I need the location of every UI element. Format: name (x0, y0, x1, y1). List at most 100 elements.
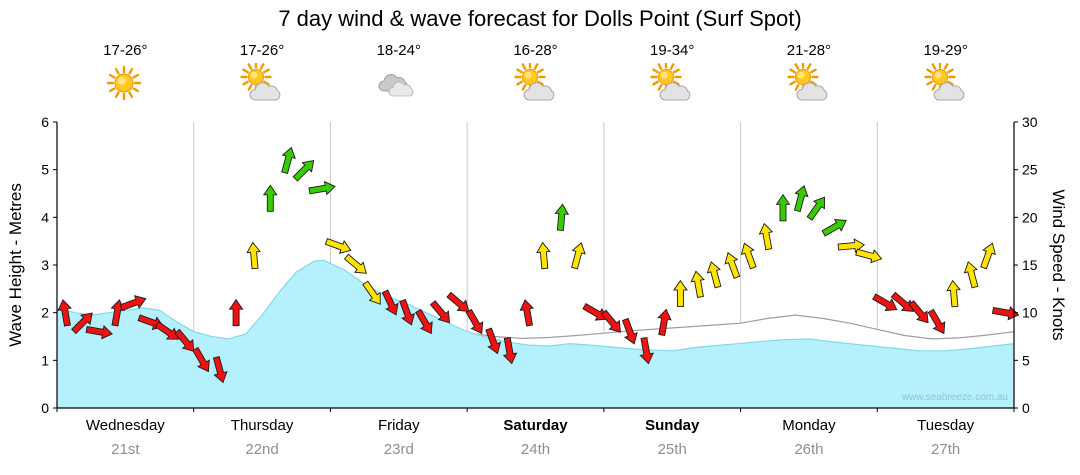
day-name-label: Thursday (230, 417, 294, 434)
left-axis-title: Wave Height - Metres (6, 183, 25, 347)
day-date-label: 27th (931, 441, 961, 458)
day-date-label: 22nd (245, 441, 279, 458)
wind-arrow (292, 159, 315, 182)
wind-arrow (673, 279, 688, 308)
wind-arrow (536, 241, 551, 270)
wave-height-line (56, 259, 1015, 352)
wind-arrow (429, 300, 451, 324)
left-tick-label: 2 (41, 305, 49, 321)
temperature-range: 17-26° (103, 42, 148, 59)
day-date-label: 21st (111, 441, 140, 458)
wind-arrow (519, 299, 535, 327)
wind-arrow (246, 241, 261, 270)
day-header-monday: 21-28° (754, 42, 864, 107)
watermark: www.seabreeze.com.au (901, 392, 1008, 403)
left-tick-label: 4 (41, 209, 49, 225)
wind-arrow (946, 279, 961, 308)
day-header-friday: 18-24° (344, 42, 454, 107)
day-name-label: Saturday (503, 417, 568, 434)
wind-arrow (639, 336, 654, 365)
day-date-label: 25th (657, 441, 687, 458)
wind-arrow (192, 346, 210, 373)
wind-arrow (212, 356, 228, 384)
weather-icon-sun-cloud (207, 61, 317, 107)
day-name-label: Wednesday (85, 417, 165, 434)
wind-arrow (724, 252, 741, 279)
right-tick-label: 25 (1022, 162, 1038, 178)
temperature-range: 21-28° (786, 42, 832, 59)
left-tick-label: 0 (41, 400, 49, 416)
temperature-range: 19-29° (923, 42, 968, 59)
weather-icon-cloud (344, 63, 454, 107)
wind-arrow (57, 299, 72, 327)
day-header-wednesday: 17-26° (70, 42, 180, 107)
wind-arrow (837, 238, 866, 253)
left-tick-label: 1 (41, 352, 49, 368)
temperature-range: 18-24° (376, 42, 421, 59)
wind-arrow (980, 242, 996, 270)
day-name-label: Tuesday (917, 417, 975, 434)
wind-arrow (465, 308, 484, 335)
wind-arrow (908, 300, 929, 324)
wave-height-area (57, 260, 1014, 408)
wind-arrow (571, 242, 586, 270)
left-tick-label: 3 (41, 257, 49, 273)
wind-arrow (262, 184, 278, 212)
day-name-label: Sunday (645, 417, 700, 434)
wind-arrow (758, 222, 774, 251)
wind-arrow (174, 328, 195, 352)
wind-arrow (399, 298, 415, 326)
wind-arrow (415, 308, 433, 335)
wind-arrow (690, 270, 705, 298)
wind-arrow (343, 253, 367, 274)
wind-arrow (855, 248, 883, 264)
wind-arrow (991, 305, 1020, 321)
day-date-label: 24th (520, 441, 551, 458)
day-header-tuesday: 19-29° (891, 42, 1001, 107)
day-date-label: 26th (794, 441, 824, 458)
wind-arrow (872, 293, 898, 311)
wind-arrow (381, 289, 399, 316)
right-tick-label: 10 (1022, 305, 1038, 321)
wind-arrow (485, 327, 502, 355)
wind-arrow (228, 298, 244, 327)
wind-arrow (706, 261, 722, 289)
left-tick-label: 5 (41, 162, 49, 178)
wind-arrow (657, 308, 672, 337)
temperature-range: 16-28° (513, 42, 558, 59)
day-header-saturday: 16-28° (481, 42, 591, 107)
wind-arrow (793, 184, 809, 213)
weather-icon-sun-cloud (481, 61, 591, 107)
wind-arrow (502, 336, 518, 365)
wind-arrow (927, 308, 946, 335)
wind-arrow (600, 309, 621, 333)
day-date-label: 23rd (383, 441, 414, 458)
wind-arrow (740, 242, 757, 270)
weather-icon-sun (70, 63, 180, 107)
wind-arrow (446, 291, 470, 312)
wind-arrow (154, 321, 180, 340)
wind-arrow (324, 238, 352, 254)
right-tick-label: 20 (1022, 209, 1038, 225)
chart-title: 7 day wind & wave forecast for Dolls Poi… (278, 6, 802, 31)
right-tick-label: 30 (1022, 114, 1038, 130)
temperature-range: 19-34° (650, 42, 695, 59)
wind-arrow (821, 219, 847, 237)
wind-arrow (281, 146, 296, 174)
secondary-wave-line (467, 314, 1015, 340)
wind-arrow (71, 312, 93, 335)
wind-arrow (963, 261, 979, 289)
wind-arrow (621, 317, 638, 345)
right-tick-label: 15 (1022, 257, 1038, 273)
day-header-thursday: 17-26° (207, 42, 317, 107)
left-tick-label: 6 (41, 114, 49, 130)
day-header-sunday: 19-34° (617, 42, 727, 107)
wind-arrow (85, 324, 113, 340)
wind-arrow (582, 302, 608, 321)
weather-icon-sun-cloud (754, 61, 864, 107)
temperature-range: 17-26° (239, 42, 285, 59)
day-name-label: Friday (377, 417, 420, 434)
wind-arrow (119, 295, 147, 311)
